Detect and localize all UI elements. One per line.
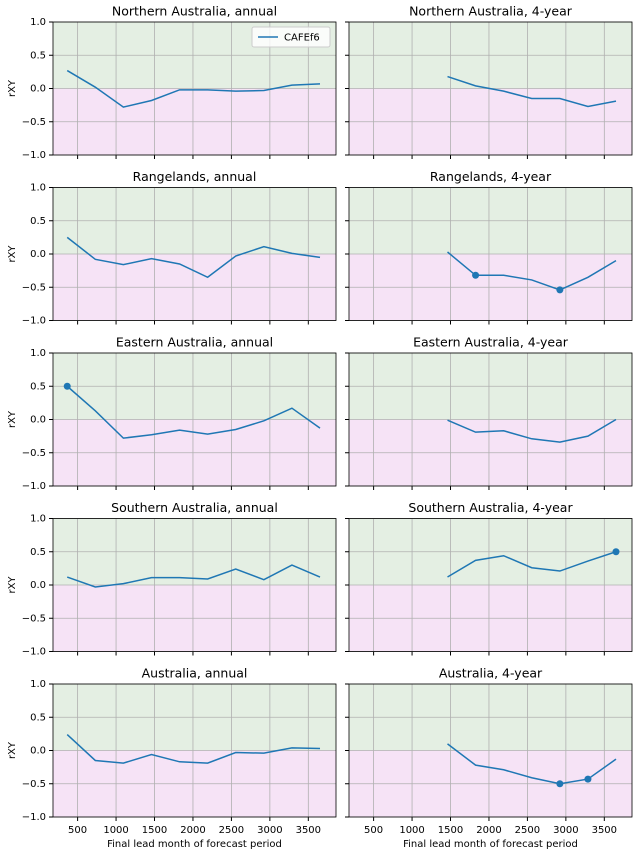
significant-marker: [472, 271, 480, 279]
y-tick-label: −0.5: [22, 282, 46, 293]
series-line: [447, 418, 617, 443]
y-tick-label: −0.5: [22, 613, 46, 624]
subplot-title: Southern Australia, annual: [111, 500, 278, 515]
significant-marker: [63, 382, 71, 390]
significant-marker: [584, 775, 592, 783]
subplot: −1.0 −0.5 0.0 0.5 1.0 Eastern Australia, annu…: [7, 335, 337, 492]
y-axis-label: rXY: [7, 410, 18, 428]
y-tick-label: 1.0: [30, 679, 46, 690]
subplot-title: Rangelands, 4-year: [430, 169, 552, 184]
subplot-title: Southern Australia, 4-year: [408, 500, 573, 515]
subplot: 500 1000 1500 2000 2500 3000 3500 Australia, 4-…: [345, 666, 633, 850]
axes-frame: [348, 683, 633, 818]
y-axis-label: rXY: [7, 576, 18, 594]
axes-frame: [348, 352, 633, 487]
x-tick-label: 3000: [257, 825, 282, 836]
y-tick-label: 0.5: [30, 381, 46, 392]
series-line: [66, 564, 321, 588]
x-tick-label: 1000: [399, 825, 424, 836]
y-tick-label: 0.0: [30, 249, 46, 260]
series-line: [447, 75, 617, 108]
y-tick-label: −0.5: [22, 117, 46, 128]
series-line: [66, 236, 321, 279]
x-tick-label: 3000: [553, 825, 578, 836]
x-tick-label: 2500: [219, 825, 244, 836]
legend-label: CAFEf6: [284, 33, 320, 44]
x-tick-label: 1000: [103, 825, 128, 836]
subplot: Rangelands, 4-year: [345, 169, 633, 325]
significant-marker: [612, 548, 620, 556]
x-tick-label: 3500: [296, 825, 321, 836]
y-tick-label: 0.5: [30, 712, 46, 723]
y-tick-label: −1.0: [22, 812, 46, 823]
subplot-title: Northern Australia, annual: [112, 4, 277, 19]
y-tick-label: 0.5: [30, 50, 46, 61]
y-tick-label: −1.0: [22, 150, 46, 161]
y-axis-label: rXY: [7, 79, 18, 97]
y-tick-label: 1.0: [30, 183, 46, 194]
y-tick-label: 1.0: [30, 514, 46, 525]
subplot: −1.0 −0.5 0.0 0.5 1.0 Southern Australia, ann…: [7, 500, 337, 658]
subplot: 500 1000 1500 2000 2500 3000 3500 −1.0 −0.5 0.0 0.…: [7, 666, 337, 850]
x-tick-label: 2500: [515, 825, 540, 836]
x-tick-label: 1500: [142, 825, 167, 836]
series-line: [66, 733, 321, 764]
x-tick-label: 2000: [180, 825, 205, 836]
axes-frame: [52, 21, 337, 156]
axes-frame: [348, 187, 633, 321]
y-tick-label: 0.0: [30, 84, 46, 95]
y-tick-label: −0.5: [22, 448, 46, 459]
significant-marker: [556, 780, 564, 788]
y-tick-label: 0.0: [30, 746, 46, 757]
axes-frame: [348, 21, 633, 156]
subplot: −1.0 −0.5 0.0 0.5 1.0 Northern Australia, ann…: [7, 4, 337, 161]
y-tick-label: −1.0: [22, 647, 46, 658]
y-axis-label: rXY: [7, 245, 18, 263]
x-tick-label: 500: [364, 825, 383, 836]
y-tick-label: 1.0: [30, 17, 46, 28]
y-tick-label: 0.0: [30, 415, 46, 426]
subplot: Northern Australia, 4-year: [345, 4, 633, 159]
axes-frame: [52, 352, 337, 487]
x-tick-label: 3500: [592, 825, 617, 836]
subplot: Southern Australia, 4-year: [345, 500, 633, 656]
series-line: [66, 385, 321, 439]
x-tick-label: 500: [68, 825, 87, 836]
y-tick-label: −1.0: [22, 481, 46, 492]
legend-box: [251, 26, 331, 48]
subplot-title: Australia, annual: [142, 666, 248, 681]
significant-marker: [556, 286, 564, 294]
axes-frame: [52, 187, 337, 321]
subplot-title: Eastern Australia, 4-year: [413, 335, 569, 350]
y-tick-label: 0.0: [30, 580, 46, 591]
x-tick-label: 1500: [438, 825, 463, 836]
subplot: Eastern Australia, 4-year: [345, 335, 633, 490]
x-axis-label: Final lead month of forecast period: [107, 839, 282, 850]
series-line: [66, 69, 321, 108]
y-tick-label: −1.0: [22, 316, 46, 327]
subplot-title: Australia, 4-year: [439, 666, 543, 681]
x-tick-label: 2000: [476, 825, 501, 836]
y-tick-label: 0.5: [30, 216, 46, 227]
y-axis-label: rXY: [7, 741, 18, 759]
subplot-title: Rangelands, annual: [133, 169, 257, 184]
y-tick-label: 1.0: [30, 348, 46, 359]
subplot: −1.0 −0.5 0.0 0.5 1.0 Rangelands, annual rXY: [7, 169, 337, 327]
x-axis-label: Final lead month of forecast period: [403, 839, 578, 850]
series-line: [447, 551, 617, 578]
subplot-title: Eastern Australia, annual: [116, 335, 273, 350]
subplot-title: Northern Australia, 4-year: [409, 4, 573, 19]
y-tick-label: 0.5: [30, 547, 46, 558]
axes-frame: [52, 683, 337, 818]
axes-frame: [348, 518, 633, 652]
axes-frame: [52, 518, 337, 652]
y-tick-label: −0.5: [22, 779, 46, 790]
